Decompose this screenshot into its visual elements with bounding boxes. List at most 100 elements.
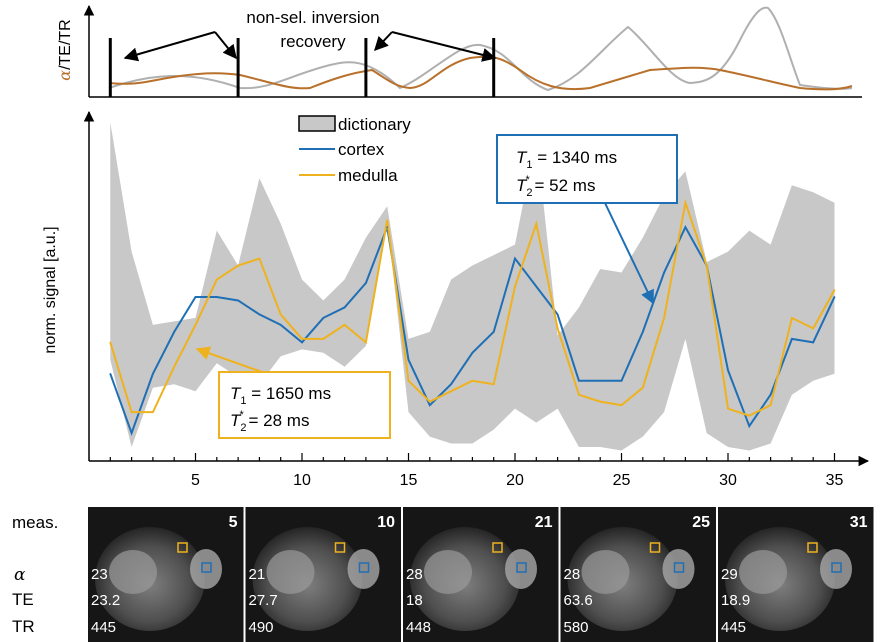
data-point-cortex [663, 271, 665, 274]
panel-alpha-value: 29 [721, 566, 738, 583]
data-point-medulla [535, 222, 538, 225]
data-point-cortex [471, 352, 474, 354]
data-point-medulla [812, 327, 814, 330]
top-ylabel: α/TE/TR [55, 19, 74, 80]
x-tick-label: 25 [613, 472, 631, 489]
x-ticks: 5 10 15 20 25 30 35 [109, 453, 844, 489]
kidney-region [347, 549, 380, 589]
data-point-medulla [705, 264, 708, 267]
row-label-meas: meas. [12, 513, 58, 532]
data-point-medulla [663, 317, 665, 319]
data-point-medulla [769, 404, 772, 406]
annotation-line2: recovery [280, 32, 346, 51]
roi-medulla [807, 542, 818, 553]
annotation-line1: non-sel. inversion [246, 8, 379, 27]
data-point-medulla [301, 338, 303, 340]
data-point-cortex [152, 372, 154, 375]
top-ylabel-alpha: α [55, 70, 74, 81]
data-point-cortex [833, 296, 836, 298]
inversion-arrow-1 [123, 31, 216, 62]
data-point-cortex [684, 226, 687, 228]
data-point-medulla [642, 386, 644, 389]
legend-label-medulla: medulla [338, 166, 398, 185]
liver-region [109, 550, 157, 594]
kidney-region [190, 549, 222, 589]
liver-region [424, 550, 472, 594]
data-point-cortex [535, 285, 538, 288]
data-point-medulla [578, 393, 580, 396]
data-point-medulla [386, 219, 389, 221]
panel-alpha-value: 28 [564, 566, 581, 583]
data-point-medulla [130, 411, 133, 413]
data-point-medulla [343, 324, 346, 326]
liver-region [266, 550, 315, 594]
image-panel-10: 10 21 27.7 490 [245, 507, 401, 642]
annotation-medulla-t1: T1 = 1650 ms [230, 384, 331, 407]
panel-alpha-value: 21 [249, 566, 266, 583]
image-panel-21: 21 28 18 448 [403, 507, 559, 642]
data-point-medulla [216, 278, 218, 281]
data-point-medulla [471, 379, 474, 382]
inversion-arrow-4 [391, 31, 497, 62]
panel-meas-number: 21 [535, 514, 553, 531]
alpha-curve [108, 55, 853, 91]
data-point-cortex [237, 299, 239, 302]
data-point-cortex [556, 313, 559, 316]
roi-cortex [201, 562, 212, 573]
data-point-cortex [407, 358, 410, 361]
data-point-cortex [173, 331, 175, 333]
image-panel-31: 31 29 18.9 445 [718, 507, 874, 642]
panel-tr-value: 445 [91, 619, 116, 636]
data-point-medulla [322, 338, 325, 340]
data-point-cortex [322, 317, 325, 319]
annotation-cortex-t2: T2* = 52 ms [516, 174, 595, 199]
row-label-tr: TR [12, 617, 35, 636]
inversion-arrow-3 [374, 31, 393, 52]
x-tick-label: 5 [191, 472, 200, 489]
data-point-medulla [237, 264, 239, 267]
roi-medulla [177, 542, 188, 553]
data-point-medulla [748, 414, 751, 417]
data-point-cortex [130, 432, 133, 434]
x-tick-label: 30 [719, 472, 737, 489]
liver-region [581, 550, 630, 594]
data-point-cortex [109, 372, 112, 375]
kidney-region [820, 549, 852, 589]
data-point-medulla [279, 313, 282, 316]
x-tick-label: 20 [506, 472, 524, 489]
data-point-cortex [429, 404, 431, 406]
data-point-cortex [748, 425, 751, 427]
panel-te-value: 63.6 [564, 592, 593, 609]
annotation-cortex-t1: T1 = 1340 ms [516, 148, 617, 171]
data-point-medulla [152, 411, 154, 413]
annotation-medulla-arrow [195, 346, 263, 373]
data-point-cortex [620, 379, 623, 382]
data-point-medulla [684, 201, 687, 204]
data-point-medulla [194, 324, 197, 326]
row-label-alpha: α [14, 565, 26, 585]
x-tick-label: 10 [293, 472, 311, 489]
data-point-cortex [642, 331, 644, 333]
legend-swatch-dictionary [298, 115, 336, 132]
x-tick-label: 35 [826, 472, 844, 489]
data-point-medulla [492, 383, 495, 386]
data-point-medulla [599, 400, 601, 403]
annotation-medulla-t2: T2* = 28 ms [230, 409, 309, 434]
panel-alpha-value: 28 [406, 566, 423, 583]
data-point-medulla [727, 407, 729, 410]
annotation-medulla: T1 = 1650 ms T2* = 28 ms [195, 346, 391, 439]
te-curve [108, 6, 853, 92]
data-point-cortex [216, 296, 218, 298]
data-point-cortex [365, 282, 367, 284]
panel-meas-number: 5 [229, 514, 238, 531]
image-panels: 5 23 23.2 445 10 21 27.7 490 21 28 18 448 25 28 63.6 58… [88, 507, 874, 642]
data-point-cortex [258, 313, 261, 316]
data-point-cortex [769, 393, 772, 396]
image-strip: meas. α TE TR 5 23 23.2 445 10 21 27.7 490 21 28 1… [12, 507, 874, 642]
data-point-cortex [578, 379, 580, 382]
annotation-cortex-arrow [604, 202, 654, 305]
panel-meas-number: 10 [377, 514, 395, 531]
data-point-medulla [556, 327, 559, 330]
data-point-cortex [386, 226, 389, 228]
roi-medulla [334, 542, 346, 553]
